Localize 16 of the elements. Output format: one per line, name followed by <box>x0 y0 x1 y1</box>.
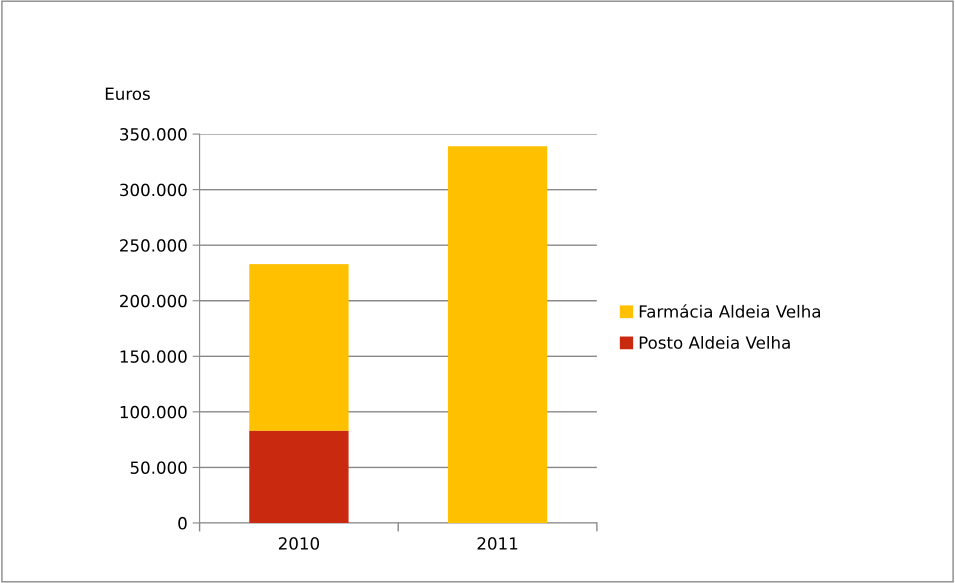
legend-label: Posto Aldeia Velha <box>640 336 790 349</box>
y-tick-label: 250.000 <box>120 239 187 252</box>
bar <box>249 264 349 431</box>
y-tick-label: 50.000 <box>130 461 187 474</box>
y-tick-label: 100.000 <box>120 406 187 418</box>
x-tick-label: 2010 <box>278 537 320 550</box>
y-tick-label: 150.000 <box>120 350 187 363</box>
bar <box>249 430 349 523</box>
y-tick-label: 300.000 <box>120 184 187 196</box>
legend-label: Farmácia Aldeia Velha <box>640 304 820 318</box>
bar <box>448 146 548 523</box>
y-axis-title: Euros <box>106 88 150 100</box>
y-tick-label: 350.000 <box>120 128 187 141</box>
y-tick-label: 0 <box>178 516 187 530</box>
y-tick-label: 200.000 <box>120 294 187 308</box>
x-tick-label: 2011 <box>478 537 518 550</box>
